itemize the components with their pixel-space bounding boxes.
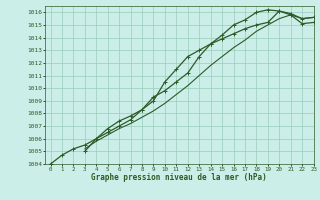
X-axis label: Graphe pression niveau de la mer (hPa): Graphe pression niveau de la mer (hPa) [91,173,267,182]
